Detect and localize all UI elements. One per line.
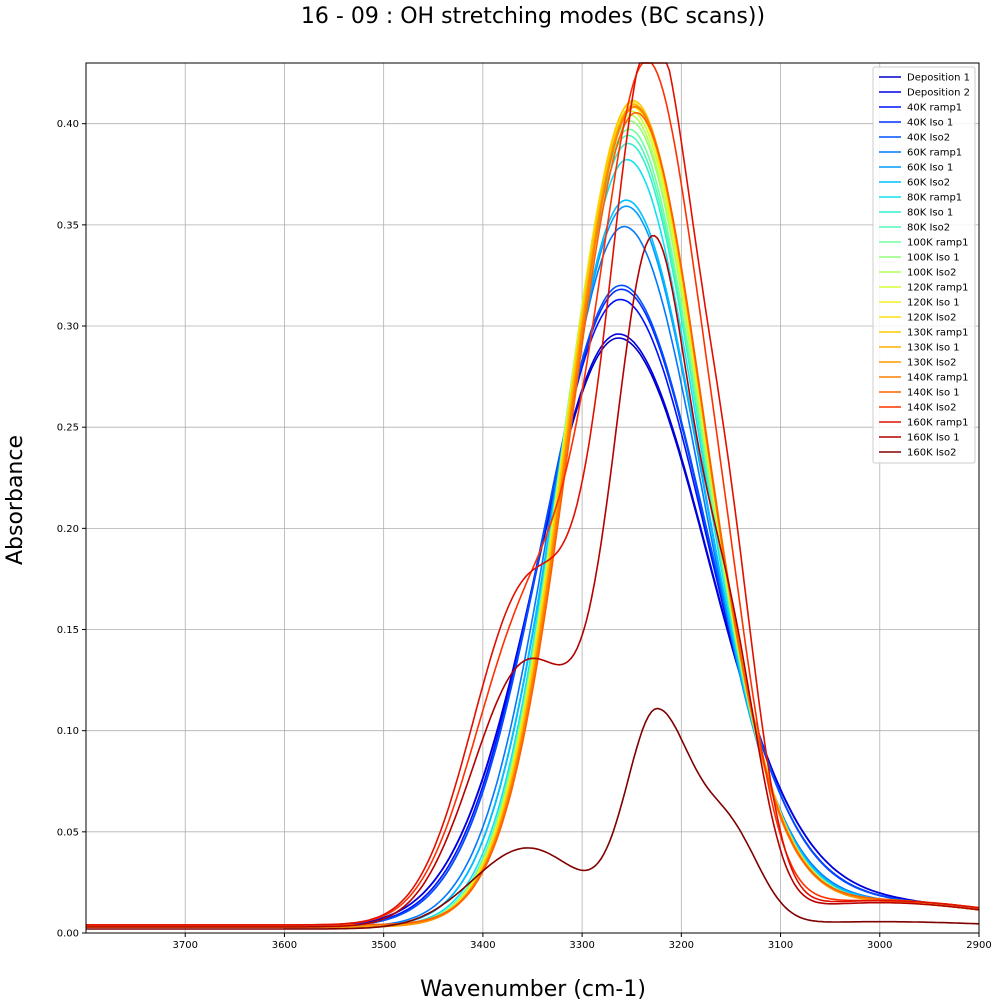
series-line (86, 62, 980, 926)
legend-entry: 80K ramp1 (907, 193, 962, 204)
series-lines (86, 62, 980, 930)
legend-entry: 40K Iso2 (907, 133, 950, 144)
series-line (86, 120, 980, 928)
series-line (86, 284, 980, 928)
legend-entry: 80K Iso2 (907, 223, 950, 234)
grid-lines (86, 63, 980, 933)
legend-entry: 100K Iso2 (907, 268, 956, 279)
legend-box (872, 66, 976, 464)
legend-entry: 160K Iso2 (907, 448, 956, 459)
x-tick-label: 3600 (272, 940, 297, 951)
y-tick-label: 0.30 (57, 322, 79, 333)
series-line (86, 103, 980, 928)
y-tick-label: 0.25 (57, 423, 79, 434)
legend-entry: 40K ramp1 (907, 103, 962, 114)
series-line (86, 134, 980, 928)
legend-entry: 130K Iso2 (907, 358, 956, 369)
series-line (86, 234, 980, 928)
legend-entry: 100K ramp1 (907, 238, 969, 249)
x-tick-label: 3700 (172, 940, 197, 951)
series-line (86, 62, 980, 926)
legend-entry: 160K ramp1 (907, 418, 969, 429)
legend-entry: 60K ramp1 (907, 148, 962, 159)
x-tick-label: 3200 (669, 940, 694, 951)
series-line (86, 225, 980, 928)
y-tick-label: 0.10 (57, 726, 79, 737)
y-axis: 0.00 0.05 0.10 0.15 0.20 0.25 0.30 0.35 0.40 (57, 119, 86, 940)
series-line (86, 106, 980, 926)
y-axis-label: Absorbance (3, 435, 28, 565)
series-line (86, 111, 980, 926)
legend-entry: 80K Iso 1 (907, 208, 953, 219)
series-line (86, 199, 980, 928)
x-tick-label: 3000 (867, 940, 892, 951)
series-line (86, 288, 980, 928)
series-line (86, 142, 980, 928)
series-line (86, 114, 980, 928)
y-tick-label: 0.20 (57, 524, 79, 535)
series-line (86, 106, 980, 928)
legend-entry: Deposition 1 (907, 73, 970, 84)
y-tick-label: 0.40 (57, 119, 79, 130)
x-tick-label: 3400 (470, 940, 495, 951)
legend-entry: 130K Iso 1 (907, 343, 960, 354)
legend-entry: 120K Iso 1 (907, 298, 960, 309)
x-tick-label: 3100 (768, 940, 793, 951)
legend: Deposition 1 Deposition 2 40K ramp1 40K Iso… (872, 66, 976, 464)
x-tick-label: 2900 (966, 940, 991, 951)
x-tick-label: 3300 (569, 940, 594, 951)
legend-entry: 60K Iso2 (907, 178, 950, 189)
series-line (86, 205, 980, 928)
y-tick-label: 0.00 (57, 929, 79, 940)
x-axis-label: Wavenumber (cm-1) (420, 977, 646, 1002)
legend-entry: 100K Iso 1 (907, 253, 960, 264)
legend-entry: Deposition 2 (907, 88, 970, 99)
y-tick-label: 0.35 (57, 220, 79, 231)
legend-entry: 140K Iso2 (907, 403, 956, 414)
x-axis: 3700 3600 3500 3400 3300 3200 3100 3000 2900 (172, 933, 992, 951)
x-tick-label: 3500 (371, 940, 396, 951)
series-line (86, 110, 980, 928)
legend-entry: 140K Iso 1 (907, 388, 960, 399)
legend-entry: 130K ramp1 (907, 328, 969, 339)
series-line (86, 102, 980, 928)
y-tick-label: 0.05 (57, 827, 79, 838)
series-line (86, 105, 980, 928)
chart-title: 16 - 09 : OH stretching modes (BC scans)… (301, 4, 765, 29)
legend-entry: 140K ramp1 (907, 373, 969, 384)
series-line (86, 707, 980, 930)
series-line (86, 158, 980, 928)
legend-entry: 120K ramp1 (907, 283, 969, 294)
series-line (86, 298, 980, 928)
legend-entry: 120K Iso2 (907, 313, 956, 324)
legend-entry: 160K Iso 1 (907, 433, 960, 444)
legend-entry: 40K Iso 1 (907, 118, 953, 129)
plot-frame (85, 62, 980, 934)
legend-entry: 60K Iso 1 (907, 163, 953, 174)
y-tick-label: 0.15 (57, 625, 79, 636)
